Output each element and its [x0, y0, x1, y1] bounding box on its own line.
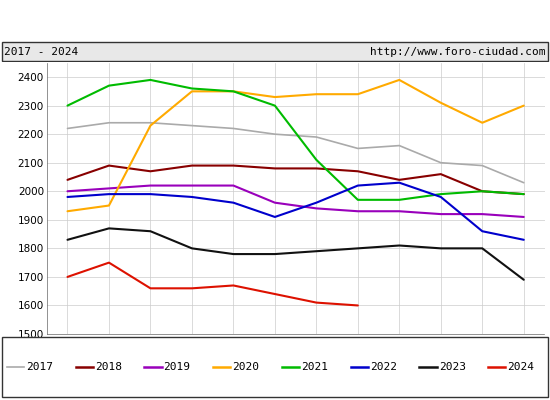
Text: Evolucion del paro registrado en La Algaba: Evolucion del paro registrado en La Alga… — [91, 14, 459, 28]
FancyBboxPatch shape — [2, 338, 548, 397]
Text: 2020: 2020 — [232, 362, 260, 372]
FancyBboxPatch shape — [2, 42, 548, 61]
Text: 2021: 2021 — [301, 362, 328, 372]
Text: http://www.foro-ciudad.com: http://www.foro-ciudad.com — [370, 47, 546, 57]
Text: 2019: 2019 — [164, 362, 191, 372]
Text: 2023: 2023 — [439, 362, 466, 372]
Text: 2017: 2017 — [26, 362, 53, 372]
Text: 2022: 2022 — [370, 362, 397, 372]
Text: 2017 - 2024: 2017 - 2024 — [4, 47, 79, 57]
Text: 2018: 2018 — [95, 362, 122, 372]
Text: 2024: 2024 — [507, 362, 535, 372]
